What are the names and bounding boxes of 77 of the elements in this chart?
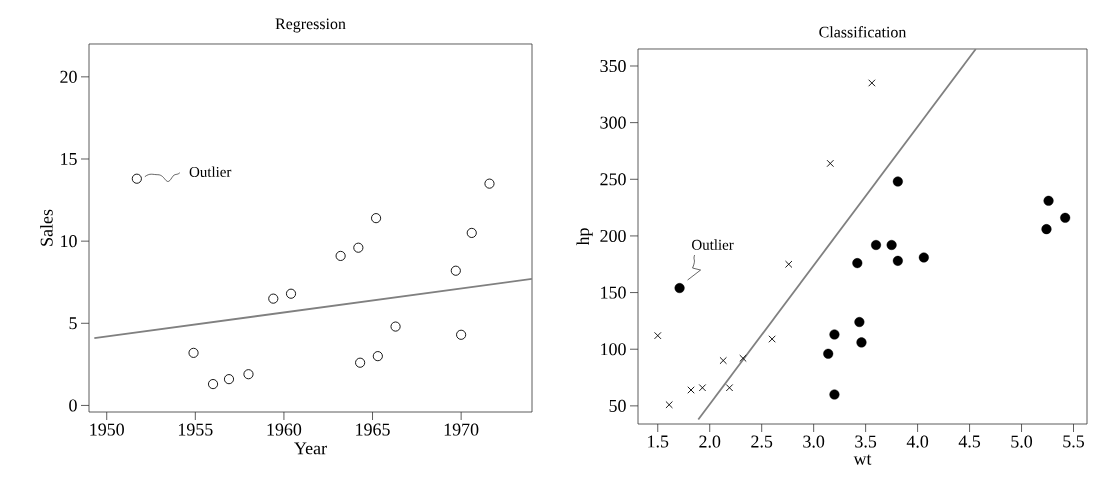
- y-tick-label: 15: [61, 152, 77, 165]
- point: [886, 239, 897, 250]
- x-tick-label: 5.5: [1063, 435, 1085, 448]
- x-axis-title: wt: [853, 454, 872, 465]
- point: [188, 347, 199, 358]
- point: [918, 252, 929, 263]
- point: [823, 348, 834, 359]
- point: [892, 255, 903, 266]
- annotation: Outlier: [189, 166, 232, 177]
- point: [484, 178, 495, 189]
- y-tick-label: 150: [601, 286, 626, 299]
- x-tick-label: 3.0: [803, 435, 825, 448]
- point: [268, 293, 279, 304]
- point: [207, 379, 219, 390]
- x-tick-label: 1955: [178, 423, 213, 436]
- point: [856, 337, 867, 348]
- y-tick-label: 100: [601, 343, 626, 356]
- x-tick-label: 4.5: [958, 435, 981, 448]
- y-tick-label: 350: [600, 59, 626, 73]
- x-tick-label: 1965: [356, 423, 390, 436]
- y-tick-label: 200: [600, 229, 626, 242]
- y-tick-label: 50: [609, 399, 626, 412]
- chart-title: Classification: [819, 26, 907, 38]
- point: [768, 335, 776, 343]
- x-tick-label: 1970: [444, 423, 479, 436]
- x-tick-label: 1960: [267, 423, 302, 436]
- point: [456, 329, 467, 340]
- y-tick-label: 5: [69, 317, 77, 330]
- x-tick-label: 2.0: [699, 435, 721, 448]
- y-tick-label: 20: [60, 70, 77, 83]
- point: [719, 356, 727, 365]
- y-axis-title: hp: [576, 228, 593, 246]
- point: [829, 329, 840, 340]
- point: [353, 242, 364, 253]
- point: [1060, 212, 1071, 223]
- chart-title: Regression: [275, 18, 346, 33]
- y-tick-label: 300: [600, 116, 626, 129]
- point: [854, 317, 865, 328]
- point: [355, 357, 366, 368]
- point: [466, 227, 477, 238]
- point: [285, 288, 297, 299]
- point: [371, 213, 382, 224]
- point: [785, 260, 793, 268]
- point: [372, 351, 383, 362]
- annotation: Outlier: [692, 239, 734, 250]
- point: [739, 354, 747, 362]
- point: [892, 176, 903, 187]
- point: [1043, 195, 1054, 206]
- point: [871, 239, 882, 250]
- point: [243, 369, 254, 380]
- point: [687, 386, 695, 394]
- point: [450, 265, 461, 276]
- point: [674, 283, 685, 294]
- point: [223, 374, 235, 385]
- point: [826, 159, 834, 168]
- x-tick-label: 3.5: [855, 435, 877, 448]
- y-tick-label: 250: [600, 173, 626, 186]
- point: [654, 331, 662, 340]
- x-tick-label: 5.0: [1011, 435, 1033, 448]
- x-tick-label: 2.5: [751, 435, 773, 448]
- y-tick-label: 0: [69, 399, 77, 412]
- point: [1041, 224, 1052, 235]
- x-tick-label: 4.0: [906, 435, 929, 448]
- point: [698, 384, 707, 392]
- point: [868, 79, 876, 87]
- x-tick-label: 1.5: [648, 435, 669, 448]
- point: [335, 250, 346, 261]
- x-axis-title: Year: [294, 442, 327, 455]
- y-axis-title: Sales: [40, 209, 53, 246]
- x-tick-label: 1950: [90, 423, 124, 436]
- point: [390, 321, 401, 332]
- point: [725, 384, 734, 392]
- y-tick-label: 10: [61, 235, 77, 248]
- point: [829, 389, 840, 400]
- point: [665, 401, 673, 409]
- point: [131, 173, 142, 184]
- point: [852, 258, 863, 269]
